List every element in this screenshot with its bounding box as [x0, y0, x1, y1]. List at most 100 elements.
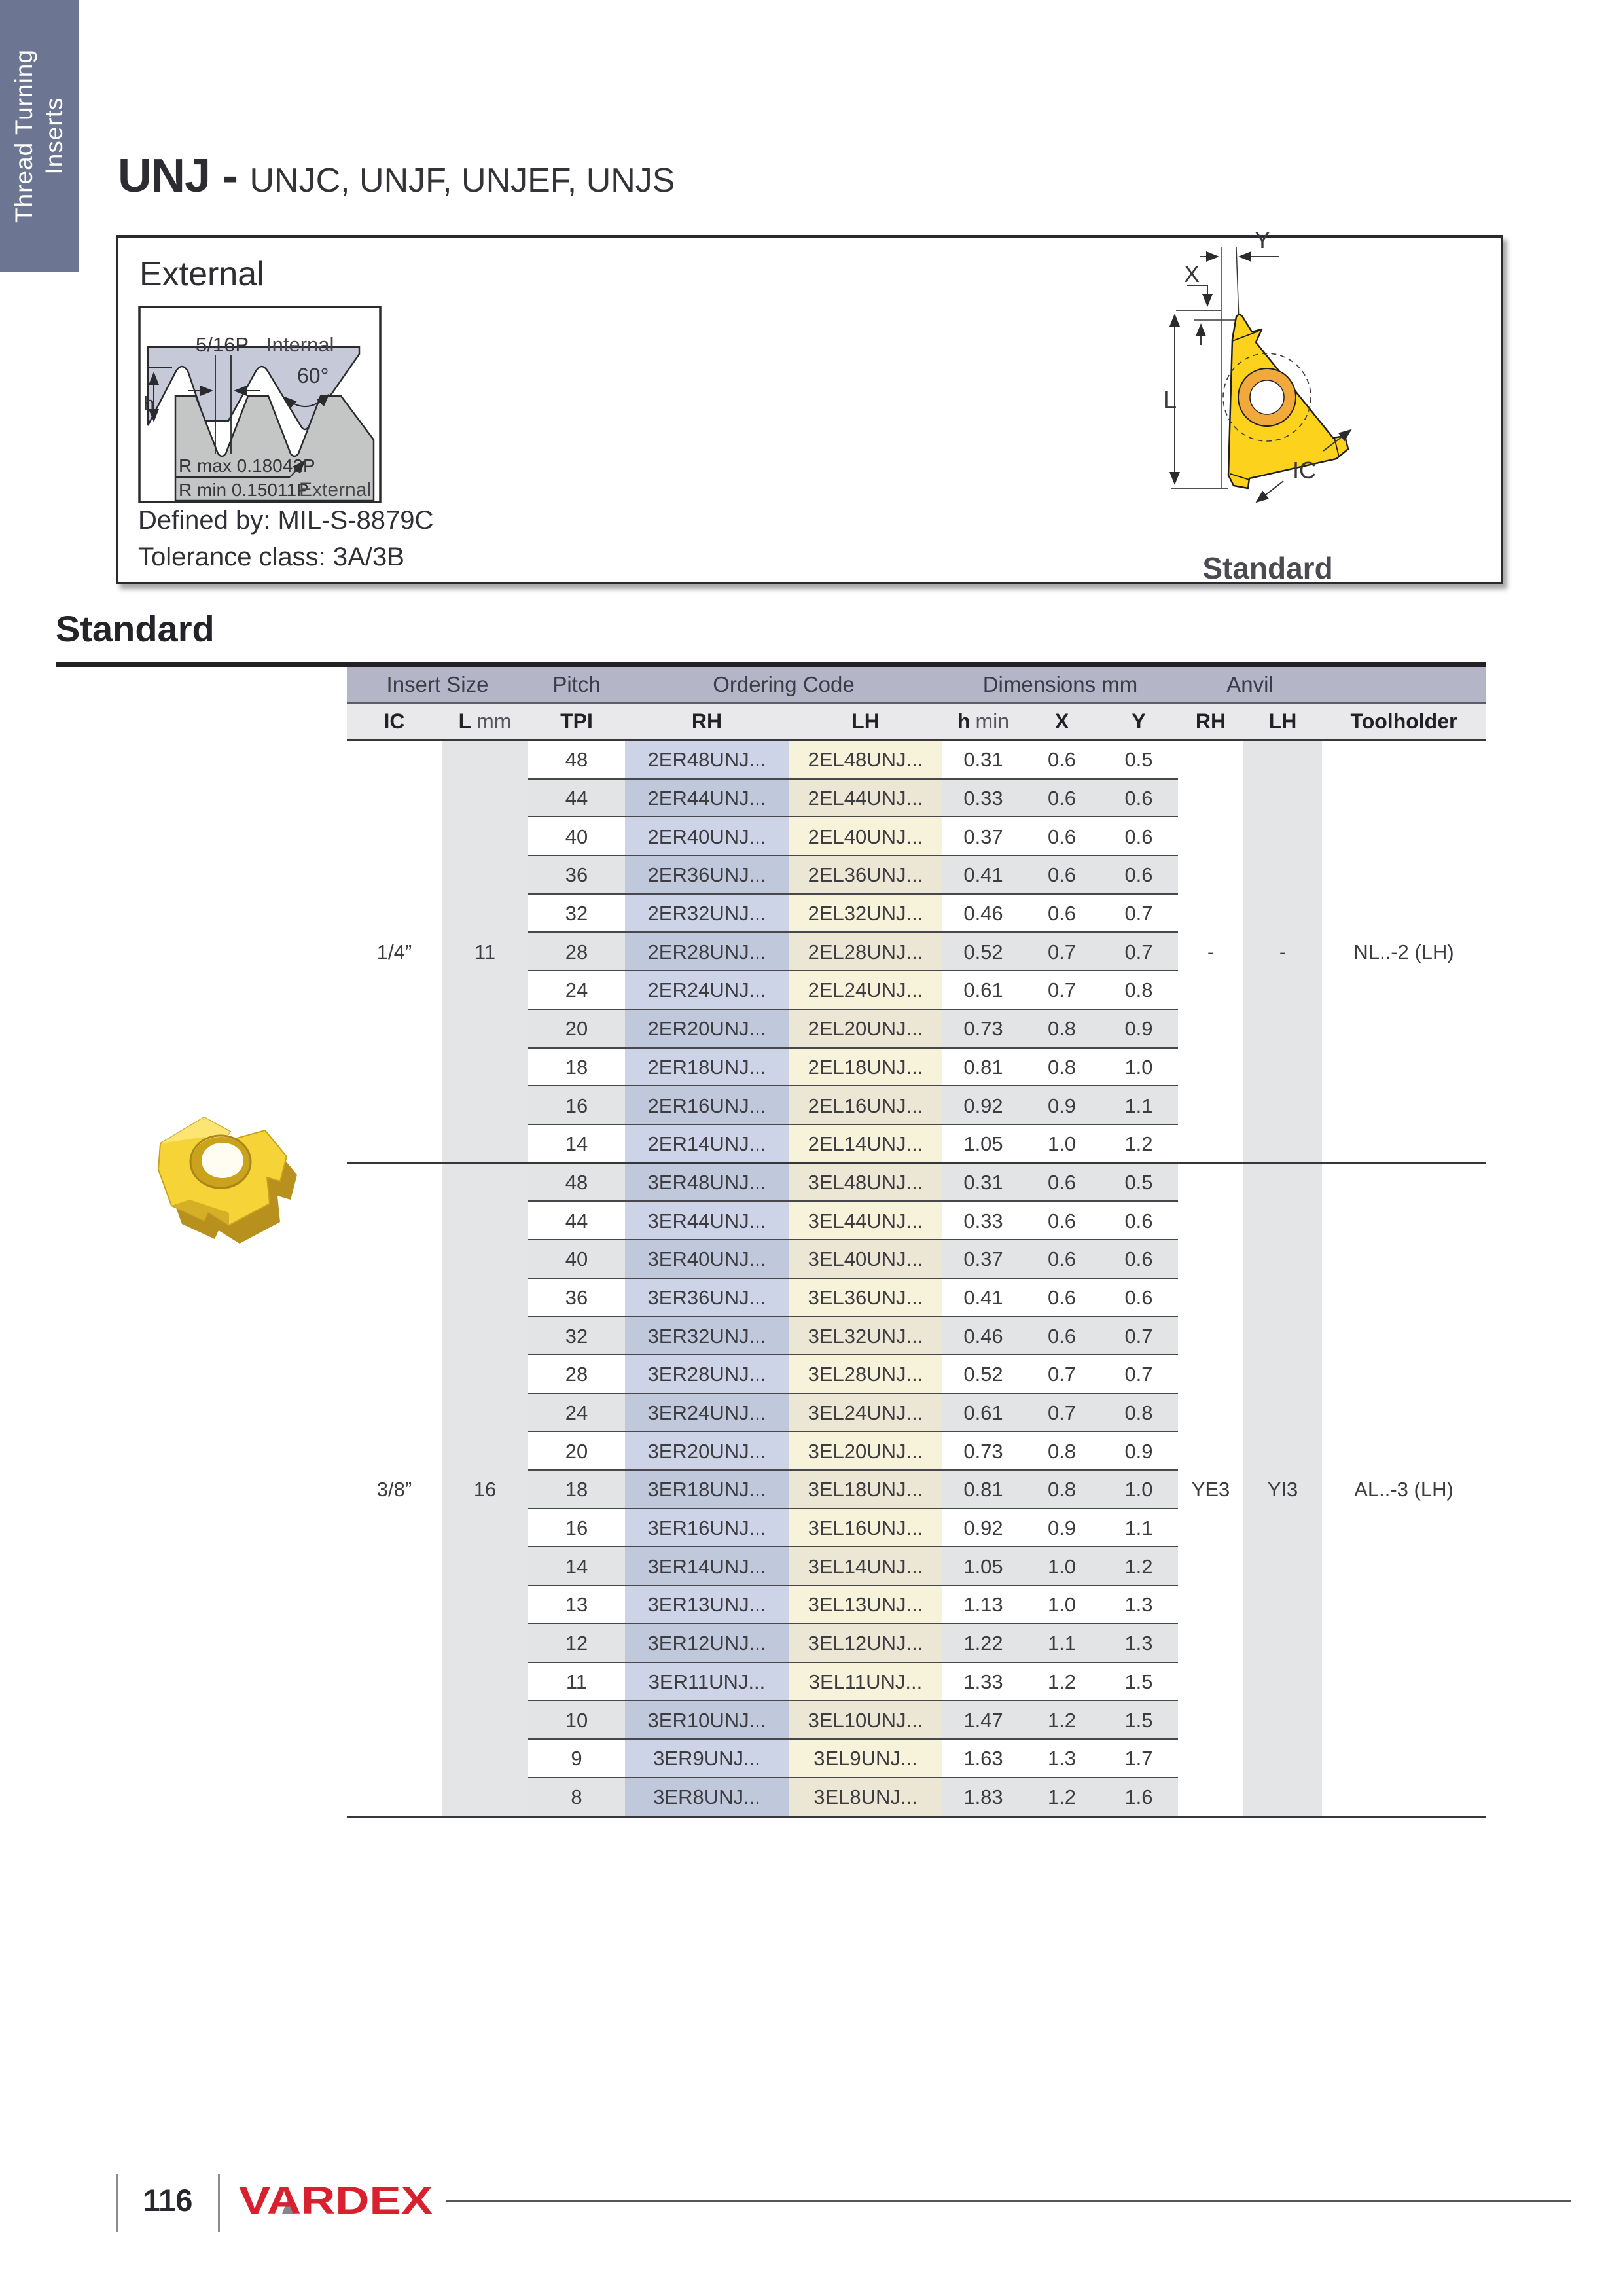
- cell-rh: 3ER20UNJ...: [625, 1432, 789, 1471]
- cell-rh: 2ER28UNJ...: [625, 933, 789, 972]
- cell-y: 0.6: [1099, 1240, 1178, 1279]
- row-separator: [528, 1123, 1178, 1125]
- table-row: 44 3ER44UNJ... 3EL44UNJ... 0.33 0.6 0.6: [347, 1202, 1486, 1240]
- cell-alh: [1243, 1509, 1322, 1548]
- cell-lh: 2EL20UNJ...: [789, 1009, 942, 1049]
- cell-y: 1.0: [1099, 1048, 1178, 1087]
- cell-lh: 3EL28UNJ...: [789, 1355, 942, 1394]
- cell-ic: [347, 741, 442, 780]
- cell-ic: [347, 779, 442, 818]
- cell-l: [442, 1202, 528, 1240]
- cell-alh: [1243, 1317, 1322, 1355]
- cell-th: [1322, 856, 1486, 895]
- cell-l: [442, 1278, 528, 1318]
- cell-alh: [1243, 1202, 1322, 1240]
- cell-alh: -: [1243, 933, 1322, 972]
- cell-x: 1.0: [1024, 1124, 1099, 1164]
- cell-lh: 2EL32UNJ...: [789, 894, 942, 933]
- external-label: External: [299, 479, 371, 501]
- cell-l: [442, 1009, 528, 1049]
- table-row: 24 3ER24UNJ... 3EL24UNJ... 0.61 0.7 0.8: [347, 1393, 1486, 1433]
- cell-h: 1.47: [942, 1701, 1024, 1740]
- cell-rh: 2ER18UNJ...: [625, 1048, 789, 1087]
- cell-alh: [1243, 817, 1322, 857]
- cell-th: [1322, 1662, 1486, 1702]
- cell-tpi: 44: [528, 779, 625, 818]
- table-row: 48 3ER48UNJ... 3EL48UNJ... 0.31 0.6 0.5: [347, 1163, 1486, 1202]
- cell-alh: [1243, 1009, 1322, 1049]
- cell-ic: [347, 1009, 442, 1049]
- external-thread-region: [174, 395, 375, 502]
- chapter-tab-line2: Inserts: [41, 97, 67, 175]
- cell-lh: 2EL18UNJ...: [789, 1048, 942, 1087]
- cell-y: 0.6: [1099, 779, 1178, 818]
- row-separator: [528, 1316, 1178, 1318]
- cell-tpi: 12: [528, 1624, 625, 1663]
- cell-h: 0.81: [942, 1048, 1024, 1087]
- row-separator: [528, 1277, 1178, 1279]
- cell-lh: 3EL11UNJ...: [789, 1662, 942, 1702]
- pitch-fraction-label: 5/16P: [196, 333, 249, 356]
- cell-y: 0.6: [1099, 1278, 1178, 1318]
- cell-alh: [1243, 894, 1322, 933]
- cell-arh: [1178, 741, 1243, 780]
- cell-arh: [1178, 1701, 1243, 1740]
- section-title: Standard: [56, 608, 215, 649]
- table-row: 3/8” 16 18 3ER18UNJ... 3EL18UNJ... 0.81 0.8 1.0…: [347, 1471, 1486, 1509]
- cell-th: [1322, 1624, 1486, 1663]
- cell-h: 1.83: [942, 1778, 1024, 1817]
- cell-x: 1.1: [1024, 1624, 1099, 1663]
- cell-th: [1322, 741, 1486, 780]
- cell-y: 1.7: [1099, 1739, 1178, 1778]
- cell-x: 0.6: [1024, 1240, 1099, 1279]
- cell-h: 0.61: [942, 971, 1024, 1010]
- cell-rh: 2ER32UNJ...: [625, 894, 789, 933]
- cell-lh: 3EL8UNJ...: [789, 1778, 942, 1817]
- cell-l: [442, 1509, 528, 1548]
- cell-tpi: 28: [528, 1355, 625, 1394]
- cell-ic: 1/4”: [347, 933, 442, 972]
- cell-l: [442, 1701, 528, 1740]
- cell-lh: 3EL14UNJ...: [789, 1547, 942, 1587]
- cell-h: 0.46: [942, 894, 1024, 933]
- cell-l: [442, 1586, 528, 1624]
- cell-x: 0.6: [1024, 1202, 1099, 1240]
- cell-tpi: 13: [528, 1586, 625, 1624]
- cell-alh: [1243, 971, 1322, 1010]
- insert-table: Insert Size Pitch Ordering Code Dimensions …: [347, 667, 1486, 1819]
- table-row: 14 3ER14UNJ... 3EL14UNJ... 1.05 1.0 1.2: [347, 1547, 1486, 1587]
- cell-l: [442, 1086, 528, 1125]
- cell-y: 1.5: [1099, 1701, 1178, 1740]
- row-separator: [528, 1047, 1178, 1049]
- cell-th: [1322, 1124, 1486, 1164]
- cell-ic: [347, 1202, 442, 1240]
- cell-rh: 3ER28UNJ...: [625, 1355, 789, 1394]
- r-min-label: R min 0.15011P: [179, 480, 309, 500]
- cell-arh: [1178, 1624, 1243, 1663]
- table-row: 20 2ER20UNJ... 2EL20UNJ... 0.73 0.8 0.9: [347, 1009, 1486, 1049]
- cell-lh: 2EL24UNJ...: [789, 971, 942, 1010]
- table-row: 16 2ER16UNJ... 2EL16UNJ... 0.92 0.9 1.1: [347, 1086, 1486, 1125]
- cell-tpi: 40: [528, 1240, 625, 1279]
- cell-lh: 2EL16UNJ...: [789, 1086, 942, 1125]
- row-separator: [528, 778, 1178, 780]
- table-group-header-row: Insert Size Pitch Ordering Code Dimensions …: [347, 667, 1486, 704]
- cell-y: 1.6: [1099, 1778, 1178, 1817]
- cell-y: 0.6: [1099, 1202, 1178, 1240]
- cell-arh: [1178, 779, 1243, 818]
- table-row: 9 3ER9UNJ... 3EL9UNJ... 1.63 1.3 1.7: [347, 1739, 1486, 1778]
- cell-l: [442, 1240, 528, 1279]
- cell-th: NL..-2 (LH): [1322, 933, 1486, 972]
- row-separator: [528, 1507, 1178, 1509]
- cell-ic: [347, 1701, 442, 1740]
- cell-alh: [1243, 1778, 1322, 1817]
- table-row: 28 3ER28UNJ... 3EL28UNJ... 0.52 0.7 0.7: [347, 1355, 1486, 1394]
- cell-l: [442, 741, 528, 780]
- cell-rh: 3ER14UNJ...: [625, 1547, 789, 1587]
- cell-th: [1322, 1048, 1486, 1087]
- cell-lh: 3EL36UNJ...: [789, 1278, 942, 1318]
- defined-by-line: Defined by: MIL-S-8879C: [138, 506, 434, 535]
- table-row: 44 2ER44UNJ... 2EL44UNJ... 0.33 0.6 0.6: [347, 779, 1486, 818]
- chapter-tab-text: Thread Turning Inserts: [0, 0, 79, 272]
- cell-ic: [347, 1086, 442, 1125]
